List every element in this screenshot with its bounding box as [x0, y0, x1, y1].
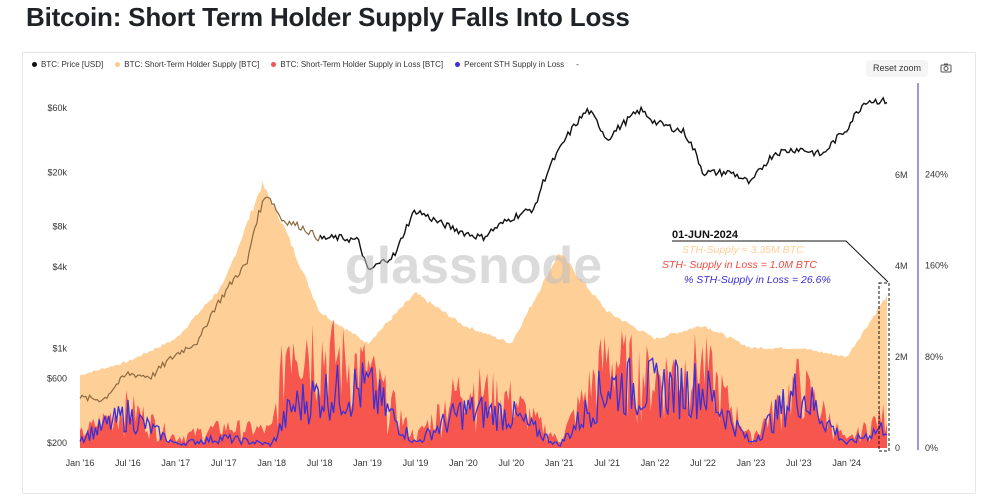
legend-label-percent-loss: Percent STH Supply in Loss [464, 60, 565, 69]
reset-zoom-button[interactable]: Reset zoom [866, 60, 928, 77]
legend-item-sth-loss[interactable]: BTC: Short-Term Holder Supply in Loss [B… [271, 60, 443, 69]
legend-label-price: BTC: Price [USD] [41, 60, 104, 69]
camera-icon[interactable] [940, 62, 952, 74]
legend-dot-sth-supply [115, 62, 121, 67]
legend-item-percent-loss[interactable]: Percent STH Supply in Loss [455, 60, 564, 69]
page-title: Bitcoin: Short Term Holder Supply Falls … [26, 2, 630, 32]
chart-legend: BTC: Price [USD] BTC: Short-Term Holder … [32, 60, 579, 69]
chart-panel [22, 52, 976, 494]
legend-label-extra: - [576, 60, 579, 69]
legend-item-extra[interactable]: - [576, 60, 579, 69]
legend-item-price[interactable]: BTC: Price [USD] [32, 60, 103, 69]
legend-label-sth-supply: BTC: Short-Term Holder Supply [BTC] [124, 60, 260, 69]
legend-dot-sth-loss [271, 62, 277, 67]
legend-item-sth-supply[interactable]: BTC: Short-Term Holder Supply [BTC] [115, 60, 259, 69]
legend-label-sth-loss: BTC: Short-Term Holder Supply in Loss [B… [280, 60, 444, 69]
legend-dot-price [32, 62, 37, 67]
legend-dot-percent-loss [455, 62, 461, 67]
